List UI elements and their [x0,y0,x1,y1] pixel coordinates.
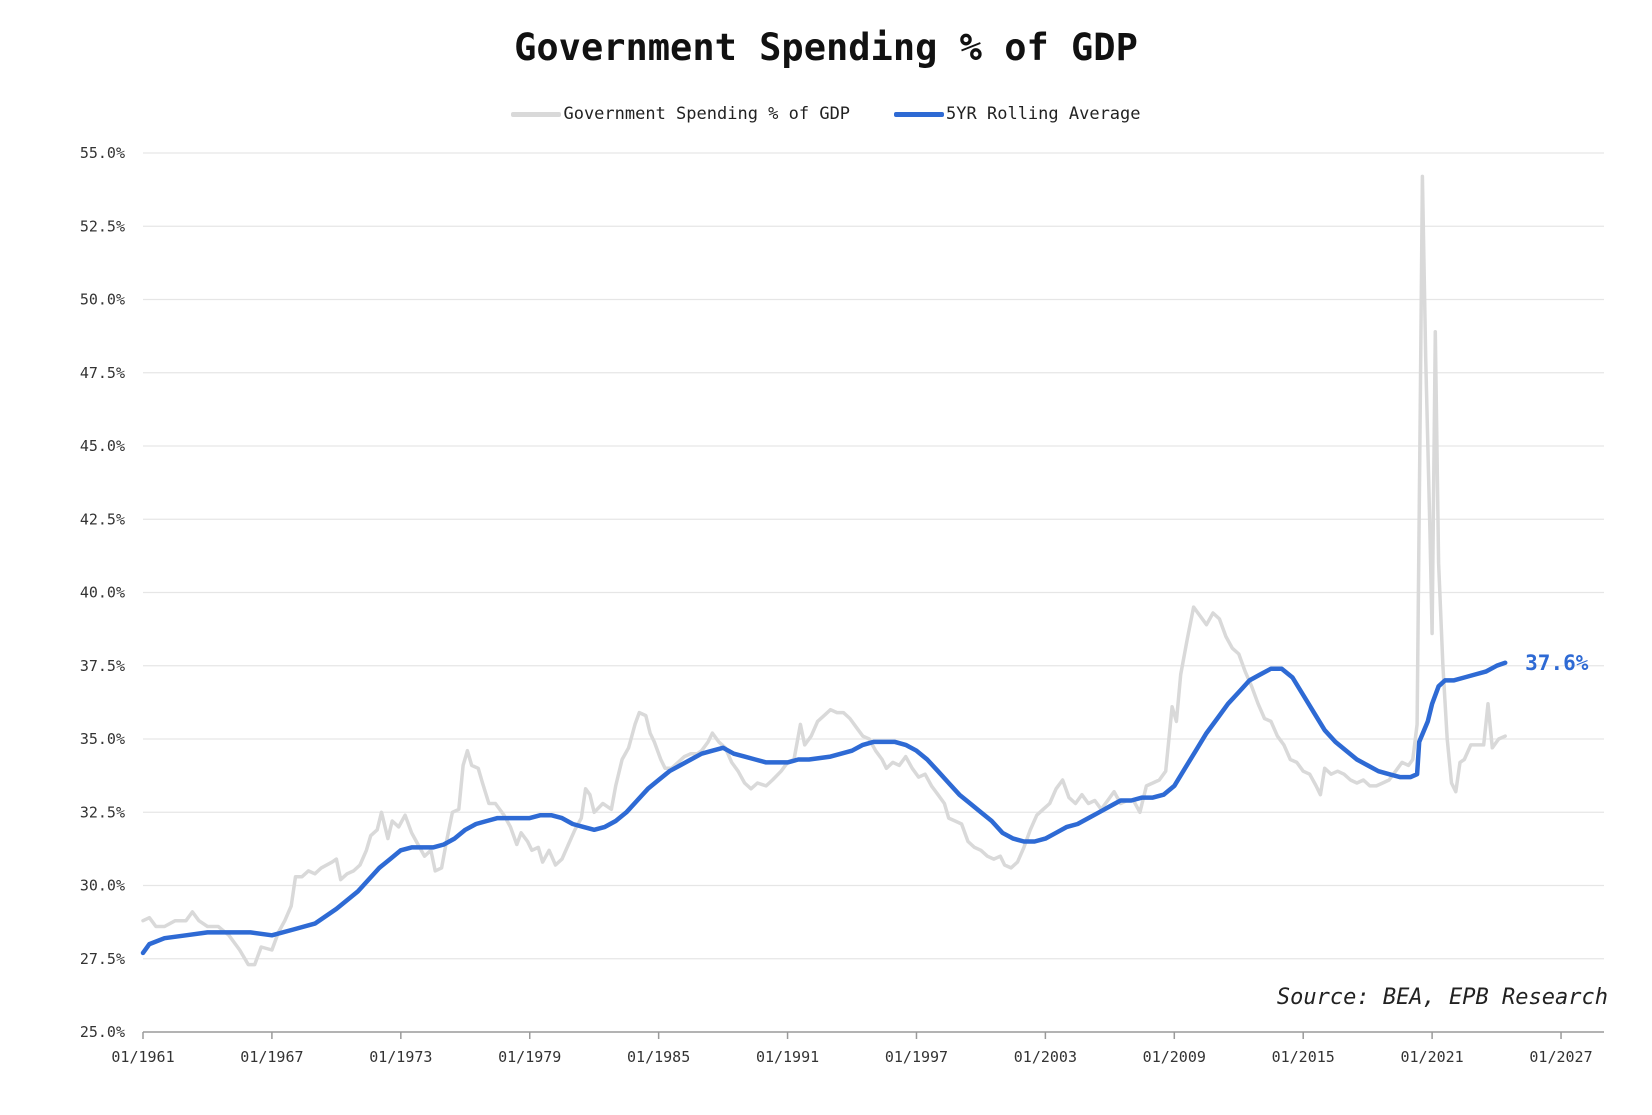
y-tick-label: 40.0% [80,584,125,602]
y-tick-label: 37.5% [80,657,125,675]
x-tick-label: 01/1979 [498,1048,561,1066]
y-tick-label: 30.0% [80,877,125,895]
x-tick-label: 01/1967 [240,1048,303,1066]
legend: Government Spending % of GDP 5YR Rolling… [0,104,1652,124]
source-note: Source: BEA, EPB Research [1276,985,1608,1010]
y-tick-label: 45.0% [80,437,125,455]
gridlines [143,152,1604,960]
legend-swatch-rolling-average [894,111,945,117]
y-tick-label: 25.0% [80,1023,125,1041]
x-tick-label: 01/2009 [1143,1048,1206,1066]
y-tick-label: 55.0% [80,144,125,162]
legend-item-spending[interactable]: Government Spending % of GDP [511,104,850,124]
y-tick-label: 42.5% [80,510,125,528]
labels: 25.0% 27.5% 30.0% 32.5% 35.0% 37.5% 40.0% 42.5%… [80,144,1593,1066]
x-tick-label: 01/2027 [1529,1048,1592,1066]
series-line-rolling-average [140,660,1508,956]
series-line-spending [141,174,1507,967]
x-tick-label: 01/1991 [756,1048,819,1066]
end-value-label: 37.6% [1525,651,1589,675]
x-tick-label: 01/1985 [627,1048,690,1066]
y-tick-label: 50.0% [80,291,125,309]
x-tick-label: 01/1961 [111,1048,174,1066]
legend-label-spending: Government Spending % of GDP [563,104,851,124]
x-tick-label: 01/2021 [1401,1048,1464,1066]
x-tick-label: 01/1997 [885,1048,948,1066]
x-tick-label: 01/1973 [369,1048,432,1066]
y-tick-label: 27.5% [80,950,125,968]
y-tick-label: 32.5% [80,803,125,821]
y-tick-label: 52.5% [80,217,125,235]
series [140,174,1508,967]
y-tick-label: 35.0% [80,730,125,748]
x-tick-label: 01/2015 [1272,1048,1335,1066]
legend-swatch-spending [511,111,562,117]
chart-title: Government Spending % of GDP [514,26,1138,69]
legend-label-rolling-average: 5YR Rolling Average [946,104,1141,124]
axes [142,1031,1604,1039]
x-tick-label: 01/2003 [1014,1048,1077,1066]
legend-item-rolling-average[interactable]: 5YR Rolling Average [894,104,1141,124]
y-tick-label: 47.5% [80,364,125,382]
